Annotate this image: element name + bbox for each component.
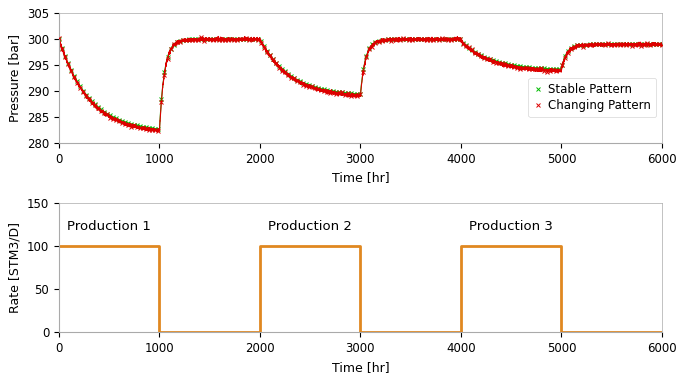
Stable Pattern [587,42,595,47]
Y-axis label: Pressure [bar]: Pressure [bar] [8,34,21,122]
X-axis label: Time [hr]: Time [hr] [332,361,389,374]
Line: Stable Pattern: Stable Pattern [57,37,664,131]
Text: Production 1: Production 1 [67,220,151,233]
Stable Pattern [155,127,164,131]
Changing Pattern [214,34,222,39]
Stable Pattern [658,42,666,47]
X-axis label: Time [hr]: Time [hr] [332,171,389,184]
Text: Production 3: Production 3 [469,220,553,233]
Changing Pattern [587,42,595,47]
Changing Pattern [55,36,63,40]
Changing Pattern [658,43,666,47]
Stable Pattern [198,37,206,42]
Changing Pattern [508,65,516,70]
Changing Pattern [62,56,70,60]
Stable Pattern [55,37,63,42]
Line: Changing Pattern: Changing Pattern [57,34,664,134]
Stable Pattern [649,42,658,47]
Stable Pattern [508,63,516,67]
Stable Pattern [327,89,336,93]
Changing Pattern [649,40,658,45]
Y-axis label: Rate [STM3/D]: Rate [STM3/D] [8,222,21,313]
Text: Production 2: Production 2 [269,220,352,233]
Changing Pattern [327,90,336,95]
Changing Pattern [198,37,206,42]
Legend: Stable Pattern, Changing Pattern: Stable Pattern, Changing Pattern [528,78,656,117]
Changing Pattern [154,129,162,134]
Stable Pattern [62,56,70,61]
